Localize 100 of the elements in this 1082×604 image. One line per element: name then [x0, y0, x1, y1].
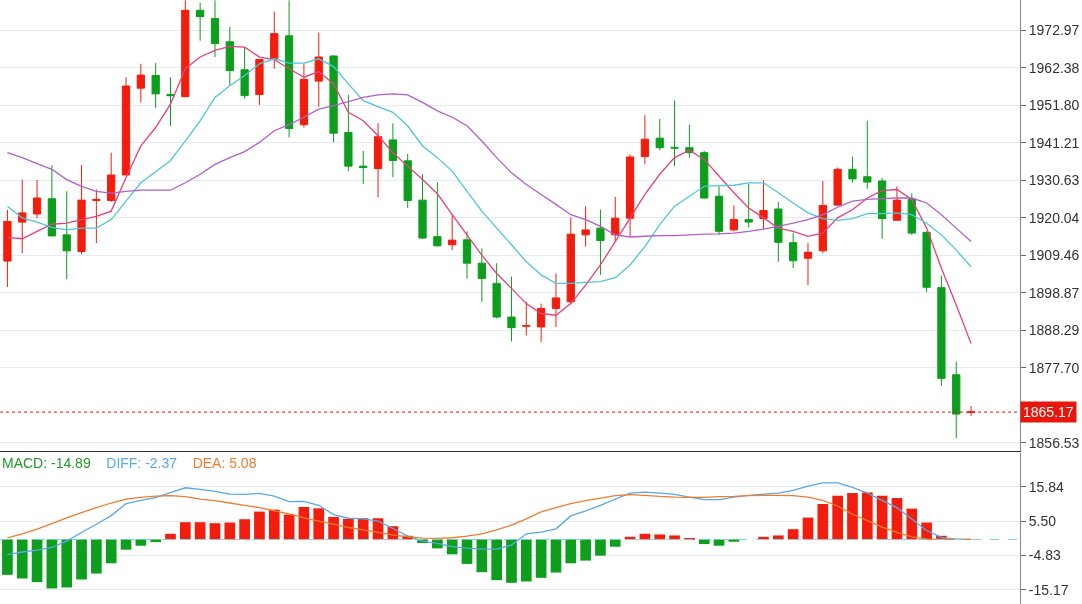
y-tick-label: 1909.46 — [1028, 247, 1080, 264]
y-tick-label: 1856.53 — [1028, 434, 1080, 451]
candlestick — [774, 201, 783, 263]
bar — [861, 492, 873, 540]
bar — [773, 535, 784, 540]
bar — [31, 539, 43, 583]
candlestick — [32, 179, 42, 219]
candlestick — [418, 173, 427, 240]
bar — [906, 508, 918, 540]
bar — [105, 539, 117, 564]
candlestick — [714, 185, 724, 236]
ref-line-label: 1865.17 — [1023, 404, 1074, 420]
candlestick — [937, 275, 946, 387]
candlestick — [196, 2, 205, 42]
bar — [654, 534, 666, 540]
line-series — [6, 45, 972, 345]
candlestick — [151, 62, 160, 109]
line-series — [6, 58, 972, 285]
candlestick — [744, 183, 753, 228]
candlestick — [403, 153, 412, 209]
bar — [135, 539, 147, 546]
candlestick — [833, 167, 842, 207]
y-tick-label: 1951.80 — [1028, 97, 1080, 114]
bar — [179, 522, 191, 540]
y-tick-label: 5.50 — [1028, 513, 1057, 530]
candlestick — [255, 59, 264, 106]
bar — [328, 516, 339, 540]
candlestick — [299, 63, 309, 129]
bar — [520, 539, 532, 582]
candlestick — [922, 230, 931, 293]
candlestick — [47, 164, 57, 237]
line-series — [6, 93, 972, 243]
bar — [535, 539, 547, 578]
candlestick — [640, 114, 650, 165]
bar — [239, 519, 250, 540]
bar — [16, 539, 28, 579]
candlestick — [700, 150, 709, 199]
line-series — [6, 494, 972, 541]
candlestick — [477, 247, 486, 303]
candlestick — [803, 242, 813, 286]
series-label: DEA: 5.08 — [192, 455, 257, 471]
bar — [491, 539, 502, 581]
bar — [313, 508, 325, 540]
candlestick — [240, 46, 249, 100]
bar — [728, 539, 740, 542]
candlestick — [581, 205, 590, 248]
bar — [150, 539, 162, 543]
candlestick — [329, 54, 338, 143]
y-tick-label: 1877.70 — [1028, 359, 1080, 376]
bar — [61, 539, 73, 588]
bar — [209, 523, 221, 540]
bar — [76, 539, 87, 580]
bar — [283, 514, 295, 540]
candlestick — [121, 76, 131, 176]
candlestick — [448, 214, 457, 251]
y-tick-label: 1962.38 — [1028, 59, 1080, 76]
candlestick — [729, 204, 738, 232]
y-tick-label: 1898.87 — [1028, 284, 1080, 301]
candlestick — [759, 179, 768, 230]
candlestick — [270, 11, 279, 70]
candlestick — [3, 209, 12, 288]
y-tick-label: 1941.21 — [1028, 134, 1080, 151]
candlestick — [344, 94, 353, 172]
candlestick — [284, 0, 294, 138]
candlestick — [892, 185, 902, 221]
candlestick — [373, 122, 383, 198]
candlestick — [462, 230, 472, 279]
bar — [580, 539, 591, 561]
candlestick — [136, 63, 145, 103]
candlestick — [107, 152, 116, 203]
candlestick — [611, 196, 620, 243]
bar — [847, 493, 858, 540]
y-tick-label: 1972.97 — [1028, 22, 1080, 39]
text: MACD: -14.89 — [2, 455, 91, 471]
candlestick — [77, 164, 86, 255]
y-tick-label: -15.17 — [1028, 581, 1069, 598]
bar — [506, 539, 517, 583]
candlestick — [907, 192, 916, 236]
candlestick — [566, 217, 575, 305]
candlestick — [92, 189, 101, 244]
y-tick-label: 15.84 — [1028, 478, 1065, 495]
bar — [224, 522, 236, 540]
candlestick — [225, 26, 234, 86]
bar — [120, 539, 132, 550]
candlestick — [863, 120, 872, 190]
y-tick-label: 1920.04 — [1028, 209, 1080, 226]
bar — [713, 539, 725, 546]
candlestick — [655, 118, 664, 151]
candlestick — [388, 122, 398, 178]
candlestick — [670, 100, 679, 167]
bar — [787, 529, 799, 540]
candlestick — [848, 156, 857, 184]
bar — [2, 539, 13, 575]
candlestick — [625, 153, 635, 237]
bar — [817, 504, 829, 540]
candlestick — [596, 209, 605, 276]
candlestick — [492, 262, 501, 319]
candlestick — [181, 0, 190, 98]
candlestick — [551, 272, 561, 328]
candlestick — [537, 303, 546, 343]
